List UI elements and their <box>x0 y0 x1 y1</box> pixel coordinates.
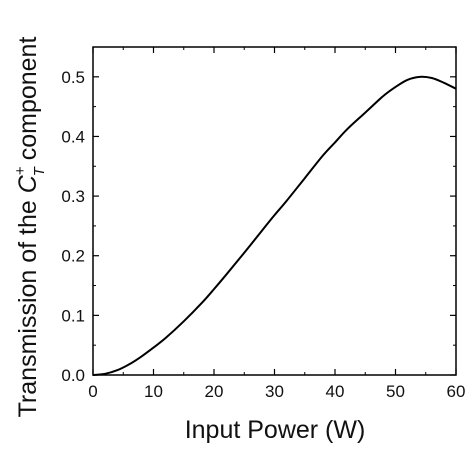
series-group <box>92 75 457 376</box>
x-tick-label: 60 <box>447 382 466 401</box>
y-tick-label: 0.0 <box>61 366 85 385</box>
x-tick-label: 30 <box>265 382 284 401</box>
y-tick-label: 0.5 <box>61 68 85 87</box>
plot-frame <box>92 46 457 376</box>
y-axis-label-subscript: T <box>31 165 48 176</box>
x-tick-label: 0 <box>88 382 97 401</box>
x-tick-label: 10 <box>144 382 163 401</box>
x-tick-label: 40 <box>326 382 345 401</box>
x-axis-label: Input Power (W) <box>185 416 366 444</box>
y-axis-label-symbol: C <box>14 174 42 193</box>
x-tick-label: 20 <box>205 382 224 401</box>
y-axis-ticks: 0.0 0.1 0.2 0.3 0.4 0.5 <box>61 68 456 385</box>
y-tick-label: 0.1 <box>61 306 85 325</box>
y-tick-label: 0.2 <box>61 247 85 266</box>
y-tick-label: 0.3 <box>61 187 85 206</box>
y-axis-label-prefix: Transmission of the <box>14 193 42 417</box>
x-tick-label: 50 <box>386 382 405 401</box>
series-line <box>92 75 457 376</box>
y-axis-label: Transmission of the C+ T component <box>12 37 48 418</box>
y-axis-label-superscript: + <box>12 166 29 175</box>
x-axis-ticks: 0 10 20 30 40 50 60 <box>88 47 465 401</box>
y-tick-label: 0.4 <box>61 127 85 146</box>
plot-area <box>92 46 457 376</box>
y-axis-label-suffix: component <box>14 37 42 168</box>
